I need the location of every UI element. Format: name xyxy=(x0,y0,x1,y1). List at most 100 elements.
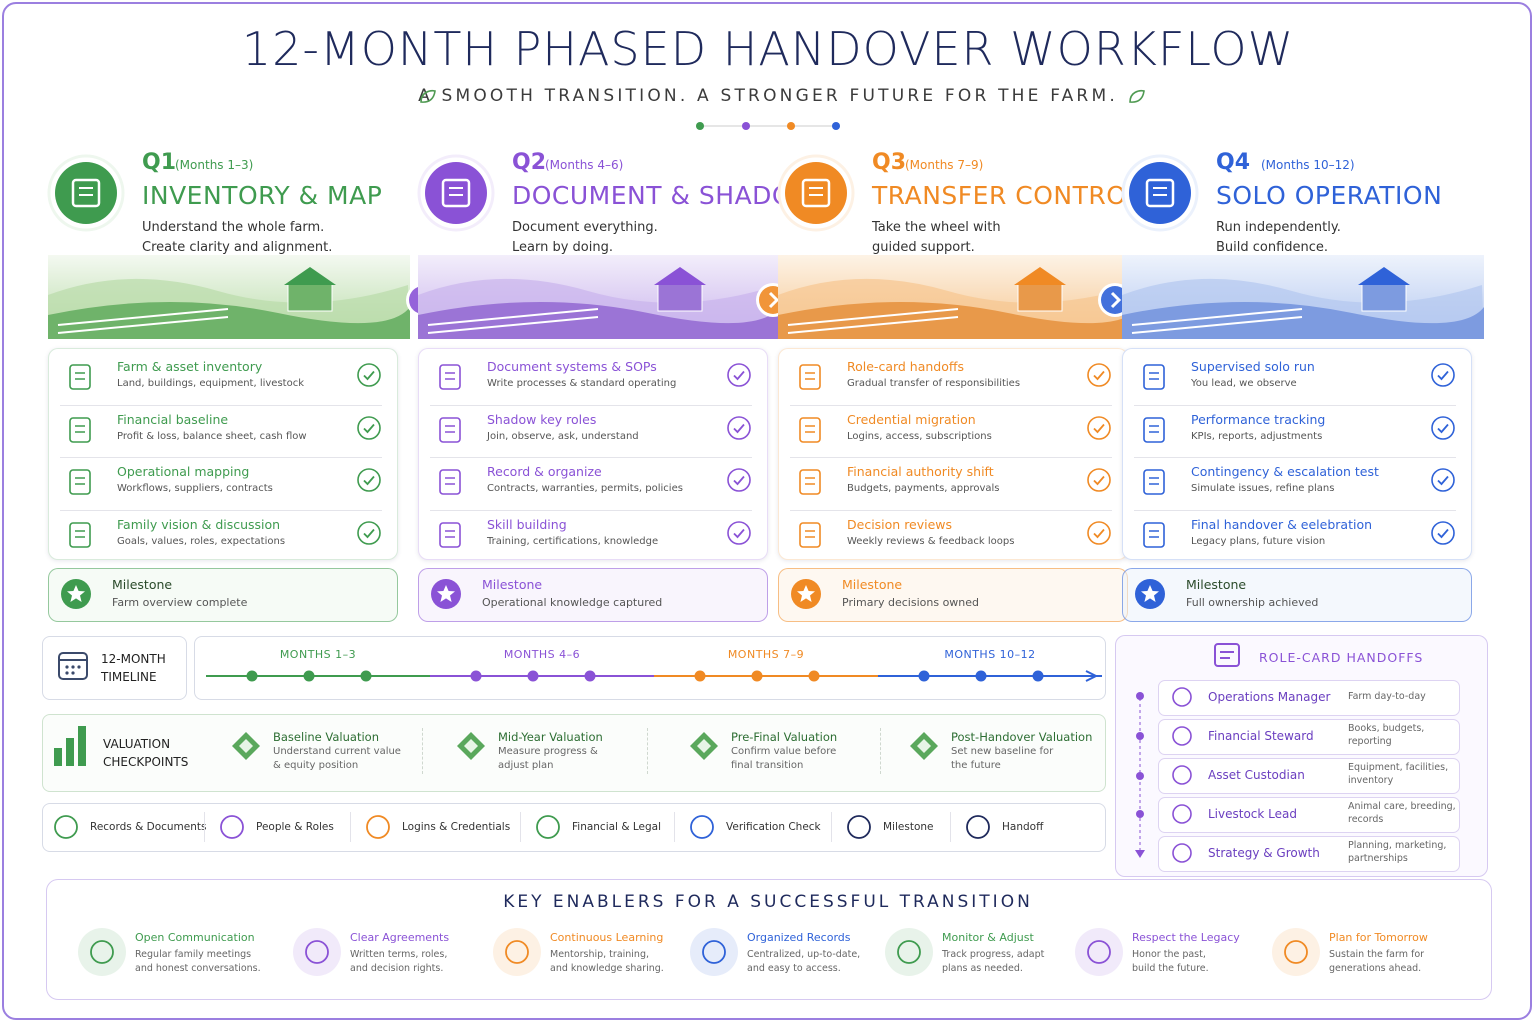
enabler-line: Honor the past, xyxy=(1132,949,1206,960)
roles-icon xyxy=(1214,643,1240,667)
landscape xyxy=(778,255,1140,339)
task-icon-part xyxy=(439,521,461,548)
task-card xyxy=(48,348,398,560)
landscape-part xyxy=(1358,267,1410,285)
enabler-icon-part xyxy=(885,928,933,976)
legend-icon xyxy=(690,815,714,839)
valuation-icon xyxy=(910,732,938,760)
landscape-part xyxy=(1017,282,1063,312)
milestone-icon-part xyxy=(797,585,815,602)
check-icon-part xyxy=(357,520,381,545)
legend-icon-part xyxy=(220,815,244,839)
task-title: Family vision & discussion xyxy=(117,516,281,532)
role-description: Animal care, breeding, xyxy=(1348,801,1456,812)
check-icon-part xyxy=(1087,363,1111,387)
timeline-track-part xyxy=(751,670,763,682)
timeline-track-part xyxy=(584,670,596,682)
row-divider xyxy=(790,457,1112,458)
roles-track-part xyxy=(1136,772,1144,780)
enabler-line: and knowledge sharing. xyxy=(550,963,664,974)
enabler-title: Organized Records xyxy=(747,931,851,944)
task-icon-part xyxy=(1143,521,1165,548)
check-icon xyxy=(1087,520,1111,545)
task-icon-part xyxy=(69,521,91,548)
task-card xyxy=(778,348,1128,560)
bars-icon-part xyxy=(66,738,74,766)
divider-dots xyxy=(696,122,840,130)
milestone-card xyxy=(418,568,768,622)
task-icon-part xyxy=(1143,416,1165,443)
enabler-line: plans as needed. xyxy=(942,963,1023,974)
handoff-arrow-part xyxy=(768,291,780,309)
enabler-line: generations ahead. xyxy=(1329,963,1422,974)
phase-description: Understand the whole farm. xyxy=(142,220,325,235)
task-title: Operational mapping xyxy=(117,464,250,479)
check-icon-part xyxy=(1431,363,1455,387)
role-card xyxy=(1158,719,1460,755)
legend-icon-part xyxy=(54,815,78,839)
check-icon-part xyxy=(357,415,381,440)
role-icon xyxy=(1172,843,1192,863)
legend-icon xyxy=(220,815,244,839)
task-title: Role-card handoffs xyxy=(847,359,965,374)
check-icon xyxy=(1431,363,1455,387)
legend-icon-part xyxy=(690,815,714,839)
milestone-icon-part xyxy=(437,585,455,602)
row-divider xyxy=(430,509,752,511)
row-divider xyxy=(1134,404,1456,406)
landscape-part xyxy=(1014,267,1066,285)
task-subtitle: Training, certifications, knowledge xyxy=(487,535,659,547)
legend-icon-part xyxy=(366,815,390,839)
role-card xyxy=(1158,680,1460,716)
check-icon xyxy=(727,363,751,387)
row-divider xyxy=(60,457,382,458)
task-icon-part xyxy=(1143,469,1165,495)
legend-icon xyxy=(847,815,871,839)
milestone-icon xyxy=(61,579,91,609)
check-icon-part xyxy=(1093,528,1105,538)
valuation-divider xyxy=(880,728,882,774)
check-icon-part xyxy=(1093,423,1105,433)
task-subtitle: Write processes & standard operating xyxy=(487,378,677,389)
valuation-icon xyxy=(232,732,260,760)
phase-icon-part xyxy=(785,162,847,224)
check-icon xyxy=(1431,520,1455,545)
timeline-track-part xyxy=(470,670,482,682)
enabler-line: Written terms, roles, xyxy=(350,949,448,960)
enabler-line: and decision rights. xyxy=(350,963,444,974)
enabler-title: Continuous Learning xyxy=(550,931,664,944)
valuation-title: Post-Handover Valuation xyxy=(951,730,1093,744)
task-title: Skill building xyxy=(487,516,567,532)
phase-title: DOCUMENT & SHADOW xyxy=(512,181,818,210)
task-title: Record & organize xyxy=(487,464,602,479)
months: (Months 1–3) xyxy=(175,158,254,172)
task-title: Financial baseline xyxy=(117,411,229,427)
phase-icon-part xyxy=(1145,178,1175,208)
task-title: Shadow key roles xyxy=(487,411,597,427)
task-icon-part xyxy=(799,469,821,495)
phase-icon xyxy=(417,154,495,232)
valuation-icon-part xyxy=(697,739,711,753)
role-icon-part xyxy=(1172,726,1192,746)
phase-icon xyxy=(47,154,125,232)
phase-title: SOLO OPERATION xyxy=(1216,181,1443,210)
task-icon xyxy=(69,364,91,390)
landscape-part xyxy=(418,301,780,339)
calendar-icon-part xyxy=(65,671,69,675)
enabler-line: Sustain the farm for xyxy=(1329,949,1425,960)
role-name: Livestock Lead xyxy=(1208,807,1297,821)
milestone-label: Milestone xyxy=(112,577,173,592)
landscape-part xyxy=(48,301,410,339)
timeline-segment: MONTHS 7–9 xyxy=(727,648,805,661)
valuation-line: final transition xyxy=(731,760,804,771)
enabler-icon xyxy=(885,928,933,976)
landscape-part xyxy=(787,316,959,334)
phase-description: Build confidence. xyxy=(1216,240,1329,255)
task-icon-part xyxy=(799,416,821,443)
landscape-part xyxy=(1122,301,1484,339)
legend-divider xyxy=(950,812,951,842)
enabler-icon xyxy=(1272,928,1320,976)
check-icon-part xyxy=(363,423,375,433)
calendar-icon-part xyxy=(65,665,69,669)
milestone-icon-part xyxy=(67,585,85,602)
